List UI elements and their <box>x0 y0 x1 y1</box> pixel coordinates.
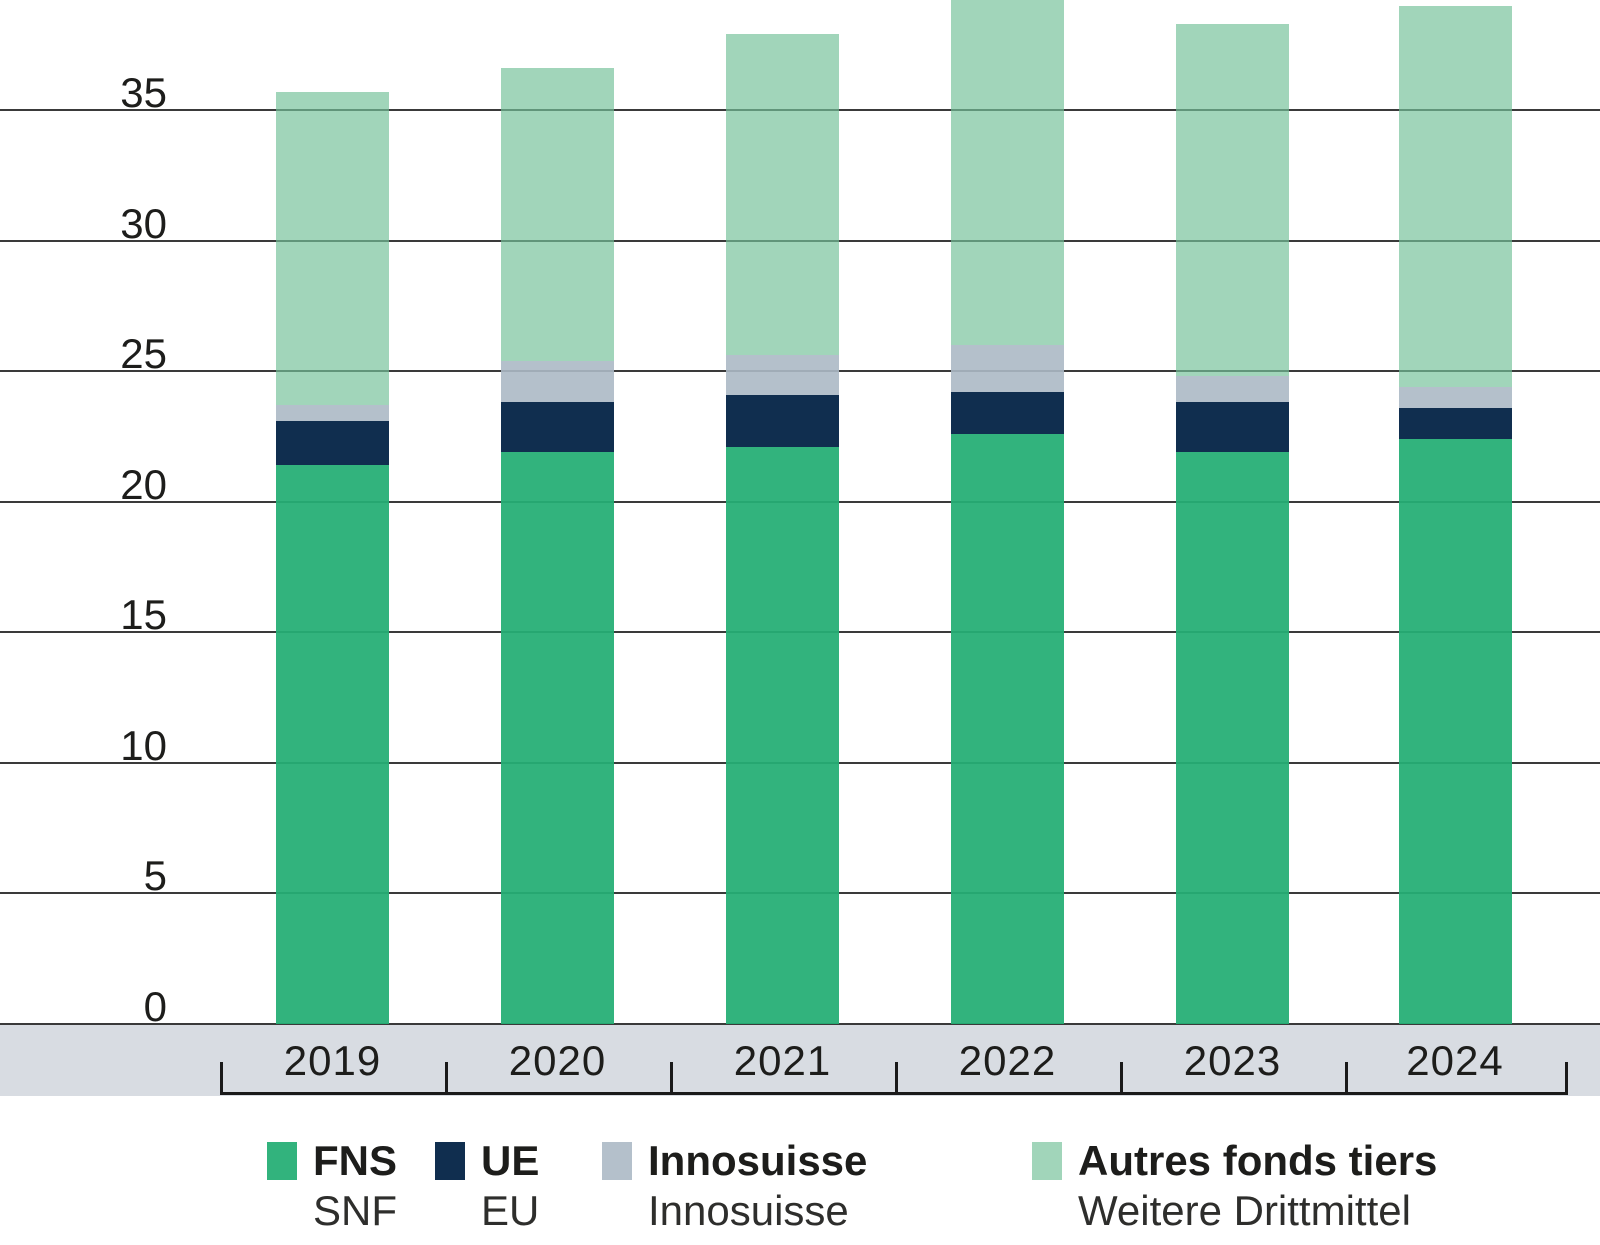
bar-segment-innosuisse-2019 <box>276 405 389 421</box>
legend-label-fr-ue: UE <box>481 1137 540 1184</box>
bar-segment-autres-2023 <box>1176 23 1289 377</box>
x-axis-band <box>0 1024 1600 1096</box>
bar-segment-ue-2024 <box>1398 407 1512 440</box>
bar-segment-ue-2020 <box>501 402 614 453</box>
bar-segment-fns-2021 <box>726 446 839 1024</box>
x-axis-label-2020: 2020 <box>508 1037 607 1084</box>
x-axis-tick <box>1345 1062 1348 1095</box>
legend-label-fr-innosuisse: Innosuisse <box>648 1137 868 1184</box>
legend-swatch-ue <box>435 1142 465 1180</box>
bar-segment-ue-2023 <box>1176 402 1289 453</box>
bar-segment-ue-2022 <box>951 392 1064 434</box>
gridline-0 <box>0 1023 1600 1025</box>
legend-item-fns: FNS SNF <box>267 1140 787 1245</box>
x-axis-label-2019: 2019 <box>283 1037 382 1084</box>
x-axis-label-2024: 2024 <box>1406 1037 1504 1084</box>
bar-segment-autres-2019 <box>276 91 389 406</box>
bar-segment-fns-2019 <box>276 465 389 1024</box>
bar-segment-autres-2020 <box>501 68 614 361</box>
bar-segment-innosuisse-2020 <box>501 360 614 403</box>
x-axis-tick <box>895 1062 898 1095</box>
y-axis-label: 10 <box>120 721 167 769</box>
bar-segment-fns-2023 <box>1176 452 1289 1024</box>
bar-segment-fns-2022 <box>951 433 1064 1024</box>
legend-label-de-ue: EU <box>481 1187 540 1234</box>
bar-segment-innosuisse-2022 <box>951 345 1064 393</box>
legend-item-innosuisse: Innosuisse Innosuisse <box>602 1140 1122 1245</box>
y-axis-label: 25 <box>120 330 167 378</box>
legend-item-ue: UE EU <box>435 1140 955 1245</box>
x-axis-line <box>220 1092 1565 1095</box>
bar-segment-innosuisse-2023 <box>1176 376 1289 403</box>
legend-item-autres: Autres fonds tiers Weitere Drittmittel <box>1032 1140 1552 1245</box>
bar-segment-autres-2024 <box>1398 5 1512 387</box>
y-axis-label: 15 <box>120 591 167 639</box>
y-axis-label: 5 <box>143 852 167 900</box>
legend-swatch-innosuisse <box>602 1142 632 1180</box>
x-axis-tick <box>670 1062 673 1095</box>
bar-segment-autres-2021 <box>726 34 839 356</box>
legend-label-de-autres: Weitere Drittmittel <box>1078 1187 1411 1234</box>
y-axis-label: 35 <box>120 69 167 116</box>
bar-segment-innosuisse-2021 <box>726 355 839 395</box>
legend-label-de-innosuisse: Innosuisse <box>648 1187 849 1234</box>
x-axis-tick <box>1565 1062 1568 1095</box>
legend-swatch-fns <box>267 1142 297 1180</box>
legend-label-fr-fns: FNS <box>313 1137 397 1184</box>
y-axis-label: 30 <box>120 199 167 247</box>
legend-swatch-autres <box>1032 1142 1062 1180</box>
x-axis-tick <box>1120 1062 1123 1095</box>
bar-segment-autres-2022 <box>951 0 1064 346</box>
x-axis-label-2021: 2021 <box>733 1037 832 1084</box>
bar-segment-fns-2024 <box>1398 439 1512 1024</box>
bar-segment-innosuisse-2024 <box>1398 386 1512 408</box>
bar-segment-fns-2020 <box>501 452 614 1024</box>
bar-segment-ue-2021 <box>726 394 839 447</box>
legend-label-fr-autres: Autres fonds tiers <box>1078 1137 1438 1184</box>
legend-label-de-fns: SNF <box>313 1187 397 1234</box>
x-axis-label-2022: 2022 <box>958 1037 1057 1084</box>
bar-segment-ue-2019 <box>276 420 389 466</box>
y-axis-label: 20 <box>120 460 167 508</box>
x-axis-tick <box>445 1062 448 1095</box>
x-axis-tick <box>220 1062 223 1095</box>
y-axis-label: 0 <box>143 983 167 1030</box>
x-axis-label-2023: 2023 <box>1183 1037 1282 1084</box>
